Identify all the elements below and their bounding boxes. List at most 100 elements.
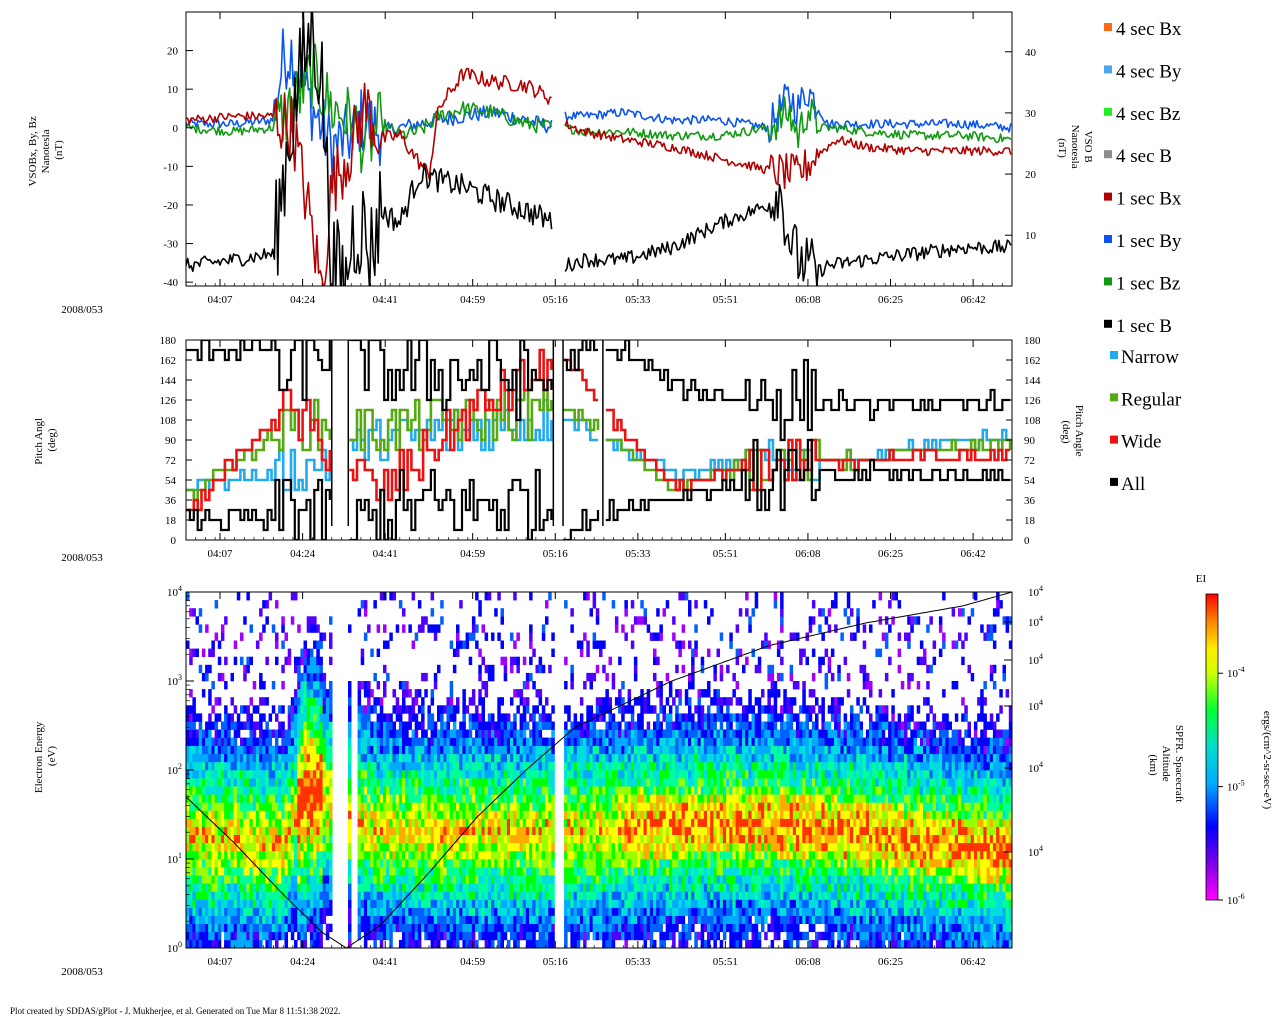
spectrogram-cell: [262, 600, 266, 609]
spectrogram-cell: [611, 850, 616, 860]
spectrogram-cell: [519, 818, 524, 827]
spectrogram-cell: [675, 826, 679, 835]
spectrogram-cell: [240, 778, 244, 787]
spectrogram-cell: [443, 850, 447, 860]
spectrogram-cell: [611, 745, 616, 755]
spectrogram-cell: [462, 818, 466, 827]
spectrogram-cell: [452, 786, 457, 795]
spectrogram-cell: [357, 891, 362, 900]
spectrogram-cell: [452, 915, 457, 924]
spectrogram-cell: [567, 875, 571, 884]
spectrogram-cell: [503, 672, 508, 682]
spectrogram-cell: [459, 842, 463, 852]
spectrogram-cell: [516, 859, 520, 868]
spectrogram-cell: [497, 786, 501, 795]
spectrogram-cell: [491, 672, 495, 682]
spectrogram-cell: [659, 689, 663, 698]
spectrogram-cell: [452, 931, 457, 941]
spectrogram-cell: [468, 834, 473, 844]
spectrogram-cell: [602, 729, 606, 738]
spectrogram-cell: [471, 770, 476, 779]
spectrogram-cell: [313, 713, 317, 722]
spectrogram-cell: [545, 770, 549, 779]
spectrogram-cell: [360, 850, 365, 860]
spectrogram-cell: [230, 721, 234, 730]
spectrogram-cell: [325, 753, 330, 763]
spectrogram-cell: [678, 778, 682, 787]
bfield-left-tick-label: 10: [167, 84, 179, 96]
spectrogram-cell: [214, 923, 219, 933]
spectrogram-cell: [494, 802, 498, 811]
spectrogram-cell: [392, 592, 396, 601]
spectrogram-cell: [506, 907, 511, 916]
spectrogram-cell: [405, 729, 409, 738]
spectrogram-cell: [363, 778, 368, 787]
spectrogram-cell: [487, 737, 492, 746]
spectrogram-cell: [627, 883, 632, 892]
spectrogram-cell: [284, 802, 288, 811]
spectrogram-cell: [414, 850, 419, 860]
spectrogram-cell: [363, 753, 368, 763]
spectrogram-cell: [484, 592, 489, 601]
spectrogram-cell: [446, 867, 450, 876]
spectrogram-cell: [573, 867, 578, 876]
spectrogram-cell: [217, 842, 222, 852]
spectrogram-cell: [440, 729, 444, 738]
spectrogram-cell: [653, 875, 657, 884]
spectrogram-cell: [564, 810, 568, 819]
spectrogram-cell: [408, 826, 412, 835]
spectrogram-cell: [637, 850, 641, 860]
spectrogram-cell: [433, 842, 438, 852]
spectrogram-cell: [510, 786, 514, 795]
spectrogram-cell: [665, 859, 670, 868]
spectrogram-cell: [443, 810, 447, 819]
spectrogram-cell: [491, 899, 495, 908]
spectrogram-cell: [373, 826, 377, 835]
spectrogram-cell: [430, 883, 435, 892]
spectrogram-cell: [309, 721, 314, 730]
spectrogram-cell: [452, 802, 457, 811]
spectrogram-cell: [576, 939, 581, 948]
spectrogram-cell: [478, 826, 482, 835]
spectrogram-cell: [189, 915, 193, 924]
spectrogram-cell: [309, 689, 314, 698]
spectrogram-cell: [487, 786, 492, 795]
spectrogram-cell: [452, 939, 457, 948]
spectrogram-cell: [633, 818, 638, 827]
spectrogram-cell: [370, 875, 374, 884]
spectrogram-cell: [252, 745, 257, 755]
spectrogram-cell: [548, 592, 552, 601]
spectrogram-cell: [205, 842, 209, 852]
spectrogram-cell: [491, 818, 495, 827]
spectrogram-cell: [198, 608, 203, 617]
spectrogram-cell: [456, 907, 460, 916]
spectrogram-cell: [570, 745, 574, 755]
spectrogram-cell: [309, 753, 314, 763]
spectrogram-cell: [363, 705, 368, 714]
spectrogram-cell: [192, 608, 196, 617]
spectrogram-cell: [319, 705, 323, 714]
spectrogram-cell: [427, 850, 431, 860]
spectrogram-cell: [205, 826, 209, 835]
spectrogram-cell: [595, 899, 600, 908]
spectrogram-cell: [290, 867, 295, 876]
spectrogram-cell: [668, 859, 673, 868]
spectrogram-cell: [519, 883, 524, 892]
spectrogram-cell: [414, 818, 419, 827]
spectrogram-cell: [551, 923, 555, 933]
spectrogram-cell: [576, 842, 581, 852]
spectrogram-cell: [579, 786, 584, 795]
spectrogram-cell: [640, 875, 644, 884]
spectrogram-cell: [386, 794, 390, 803]
spectrogram-cell: [379, 713, 384, 722]
spectrogram-cell: [319, 681, 323, 690]
spectrogram-cell: [214, 907, 219, 916]
spectrogram-cell: [319, 931, 323, 941]
spectrogram-cell: [192, 778, 196, 787]
spectrogram-cell: [408, 737, 412, 746]
spectrogram-cell: [348, 810, 352, 819]
spectrogram-cell: [198, 850, 203, 860]
spectrogram-cell: [541, 875, 546, 884]
spectrogram-cell: [259, 681, 263, 690]
spectrogram-cell: [675, 842, 679, 852]
